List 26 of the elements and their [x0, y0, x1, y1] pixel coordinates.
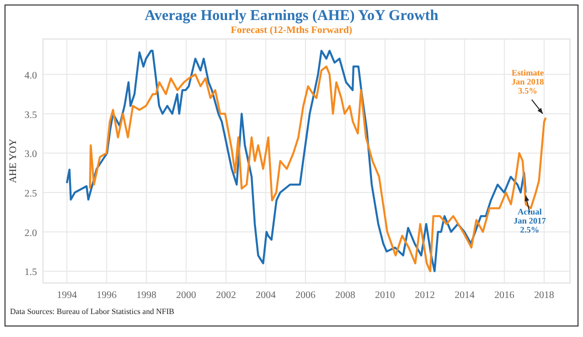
- x-tick-label: 2000: [176, 290, 196, 301]
- chart-title: Average Hourly Earnings (AHE) YoY Growth: [144, 8, 440, 24]
- x-tick-label: 2018: [534, 290, 554, 301]
- line-series: [88, 66, 547, 272]
- x-tick-label: 1998: [136, 290, 156, 301]
- x-tick-label: 2014: [454, 290, 475, 301]
- x-tick-label: 2004: [256, 290, 276, 301]
- x-tick-label: 2002: [216, 290, 236, 301]
- x-tick-label: 2016: [494, 290, 514, 301]
- x-tick-label: 1996: [96, 290, 117, 301]
- y-tick-label: 4.0: [24, 70, 37, 82]
- annotation: Estimate Jan 2018 3.5%: [512, 68, 544, 96]
- y-tick-label: 3.0: [24, 149, 37, 160]
- x-tick-label: 2012: [414, 290, 435, 301]
- x-tick-label: 2006: [296, 290, 316, 301]
- y-tick-label: 2.0: [24, 228, 37, 239]
- annotation: Actual Jan 2017 2.5%: [513, 206, 547, 234]
- y-tick-label: 2.5: [24, 188, 37, 200]
- text: Data Sources: Bureau of Labor Statistics and NFIB: [10, 307, 174, 316]
- y-tick-label: 1.5: [24, 267, 37, 278]
- x-tick-label: 2008: [335, 290, 356, 301]
- x-tick-label: 2010: [375, 290, 396, 301]
- y-tick-label: 3.5: [24, 110, 37, 121]
- x-tick-label: 1994: [56, 290, 77, 301]
- y-axis-title: AHE YOY: [8, 138, 19, 184]
- chart-subtitle: Forecast (12-Mths Forward): [230, 25, 352, 36]
